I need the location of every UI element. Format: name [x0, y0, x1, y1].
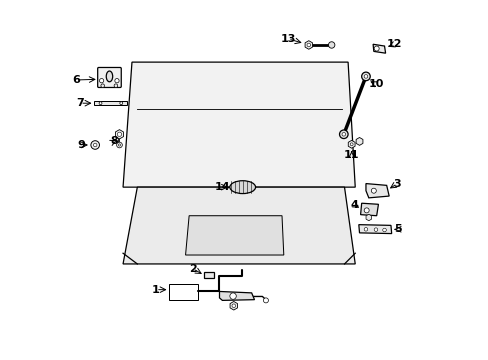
Polygon shape: [358, 225, 391, 234]
Circle shape: [99, 102, 102, 105]
Ellipse shape: [106, 71, 112, 82]
Circle shape: [117, 132, 122, 136]
Circle shape: [93, 143, 97, 147]
Circle shape: [364, 228, 367, 231]
Text: 8: 8: [110, 136, 118, 147]
FancyBboxPatch shape: [98, 67, 121, 87]
Circle shape: [373, 46, 378, 51]
Circle shape: [115, 78, 119, 83]
Polygon shape: [204, 272, 214, 278]
Circle shape: [370, 188, 376, 193]
Text: 3: 3: [393, 179, 400, 189]
Text: 6: 6: [72, 75, 80, 85]
Circle shape: [382, 228, 386, 232]
Circle shape: [341, 132, 345, 136]
Circle shape: [101, 84, 104, 87]
Text: 11: 11: [343, 150, 359, 160]
Polygon shape: [123, 187, 354, 264]
Circle shape: [118, 144, 121, 146]
Text: 4: 4: [350, 200, 358, 210]
Text: 10: 10: [367, 79, 383, 89]
Circle shape: [306, 43, 310, 47]
Circle shape: [373, 228, 377, 231]
Circle shape: [99, 78, 103, 83]
Text: 1: 1: [152, 285, 160, 295]
Circle shape: [364, 208, 368, 213]
Circle shape: [231, 304, 235, 307]
Circle shape: [116, 142, 122, 148]
Text: 2: 2: [188, 264, 196, 274]
Text: 13: 13: [280, 34, 295, 44]
Polygon shape: [185, 216, 283, 255]
Circle shape: [263, 298, 268, 303]
Text: 12: 12: [386, 39, 402, 49]
Circle shape: [328, 42, 334, 48]
Circle shape: [229, 293, 236, 299]
Polygon shape: [123, 62, 354, 187]
Polygon shape: [372, 44, 385, 53]
Polygon shape: [360, 203, 378, 216]
Circle shape: [114, 84, 118, 87]
Polygon shape: [365, 184, 388, 198]
Circle shape: [120, 102, 122, 105]
Polygon shape: [219, 292, 254, 300]
Ellipse shape: [229, 181, 255, 194]
Circle shape: [339, 130, 347, 139]
Polygon shape: [94, 102, 127, 105]
Text: 7: 7: [76, 98, 84, 108]
Text: 14: 14: [214, 182, 230, 192]
Text: 5: 5: [393, 224, 401, 234]
Circle shape: [91, 141, 99, 149]
Circle shape: [361, 72, 369, 81]
Text: 9: 9: [77, 140, 84, 150]
Circle shape: [349, 143, 352, 146]
Circle shape: [364, 75, 367, 78]
